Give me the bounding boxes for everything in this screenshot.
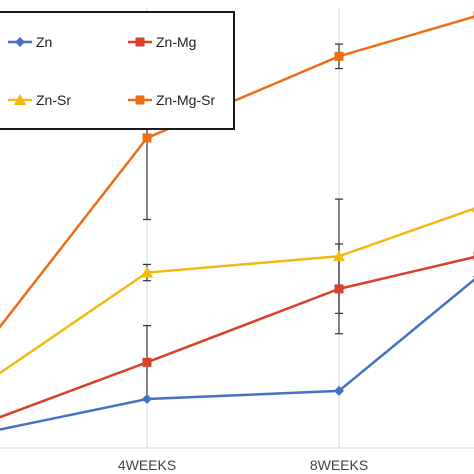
- legend-swatch-marker: [14, 94, 26, 105]
- data-point-zn: [142, 394, 152, 405]
- legend-box: [0, 11, 235, 130]
- data-point-zn-sr: [333, 250, 345, 262]
- data-point-zn-sr: [141, 266, 153, 278]
- series-line-zn-mg: [0, 255, 474, 419]
- data-point-zn-mg: [142, 357, 152, 367]
- x-axis-tick-labels: 4WEEKS 8WEEKS: [118, 457, 368, 473]
- legend-label: Zn: [36, 34, 52, 50]
- legend-label: Zn-Mg-Sr: [156, 92, 215, 108]
- data-point-zn: [334, 385, 344, 396]
- series-lines: [0, 15, 474, 431]
- legend-label: Zn-Mg: [156, 34, 196, 50]
- legend-swatch-marker: [135, 37, 145, 47]
- x-tick-label: 8WEEKS: [310, 457, 368, 473]
- data-point-zn-mg: [334, 284, 344, 294]
- legend-swatch-marker: [15, 37, 25, 47]
- data-point-zn-mg-sr: [334, 51, 344, 61]
- series-line-zn: [0, 278, 474, 431]
- legend: Zn Zn-Mg Zn-Sr Zn-Mg-Sr: [0, 11, 235, 130]
- data-point-zn-mg-sr: [142, 133, 152, 143]
- series-line-zn-sr: [0, 207, 474, 375]
- series-line-zn-mg-sr: [0, 15, 474, 329]
- legend-label: Zn-Sr: [36, 92, 71, 108]
- legend-swatch-marker: [135, 95, 145, 105]
- x-tick-label: 4WEEKS: [118, 457, 176, 473]
